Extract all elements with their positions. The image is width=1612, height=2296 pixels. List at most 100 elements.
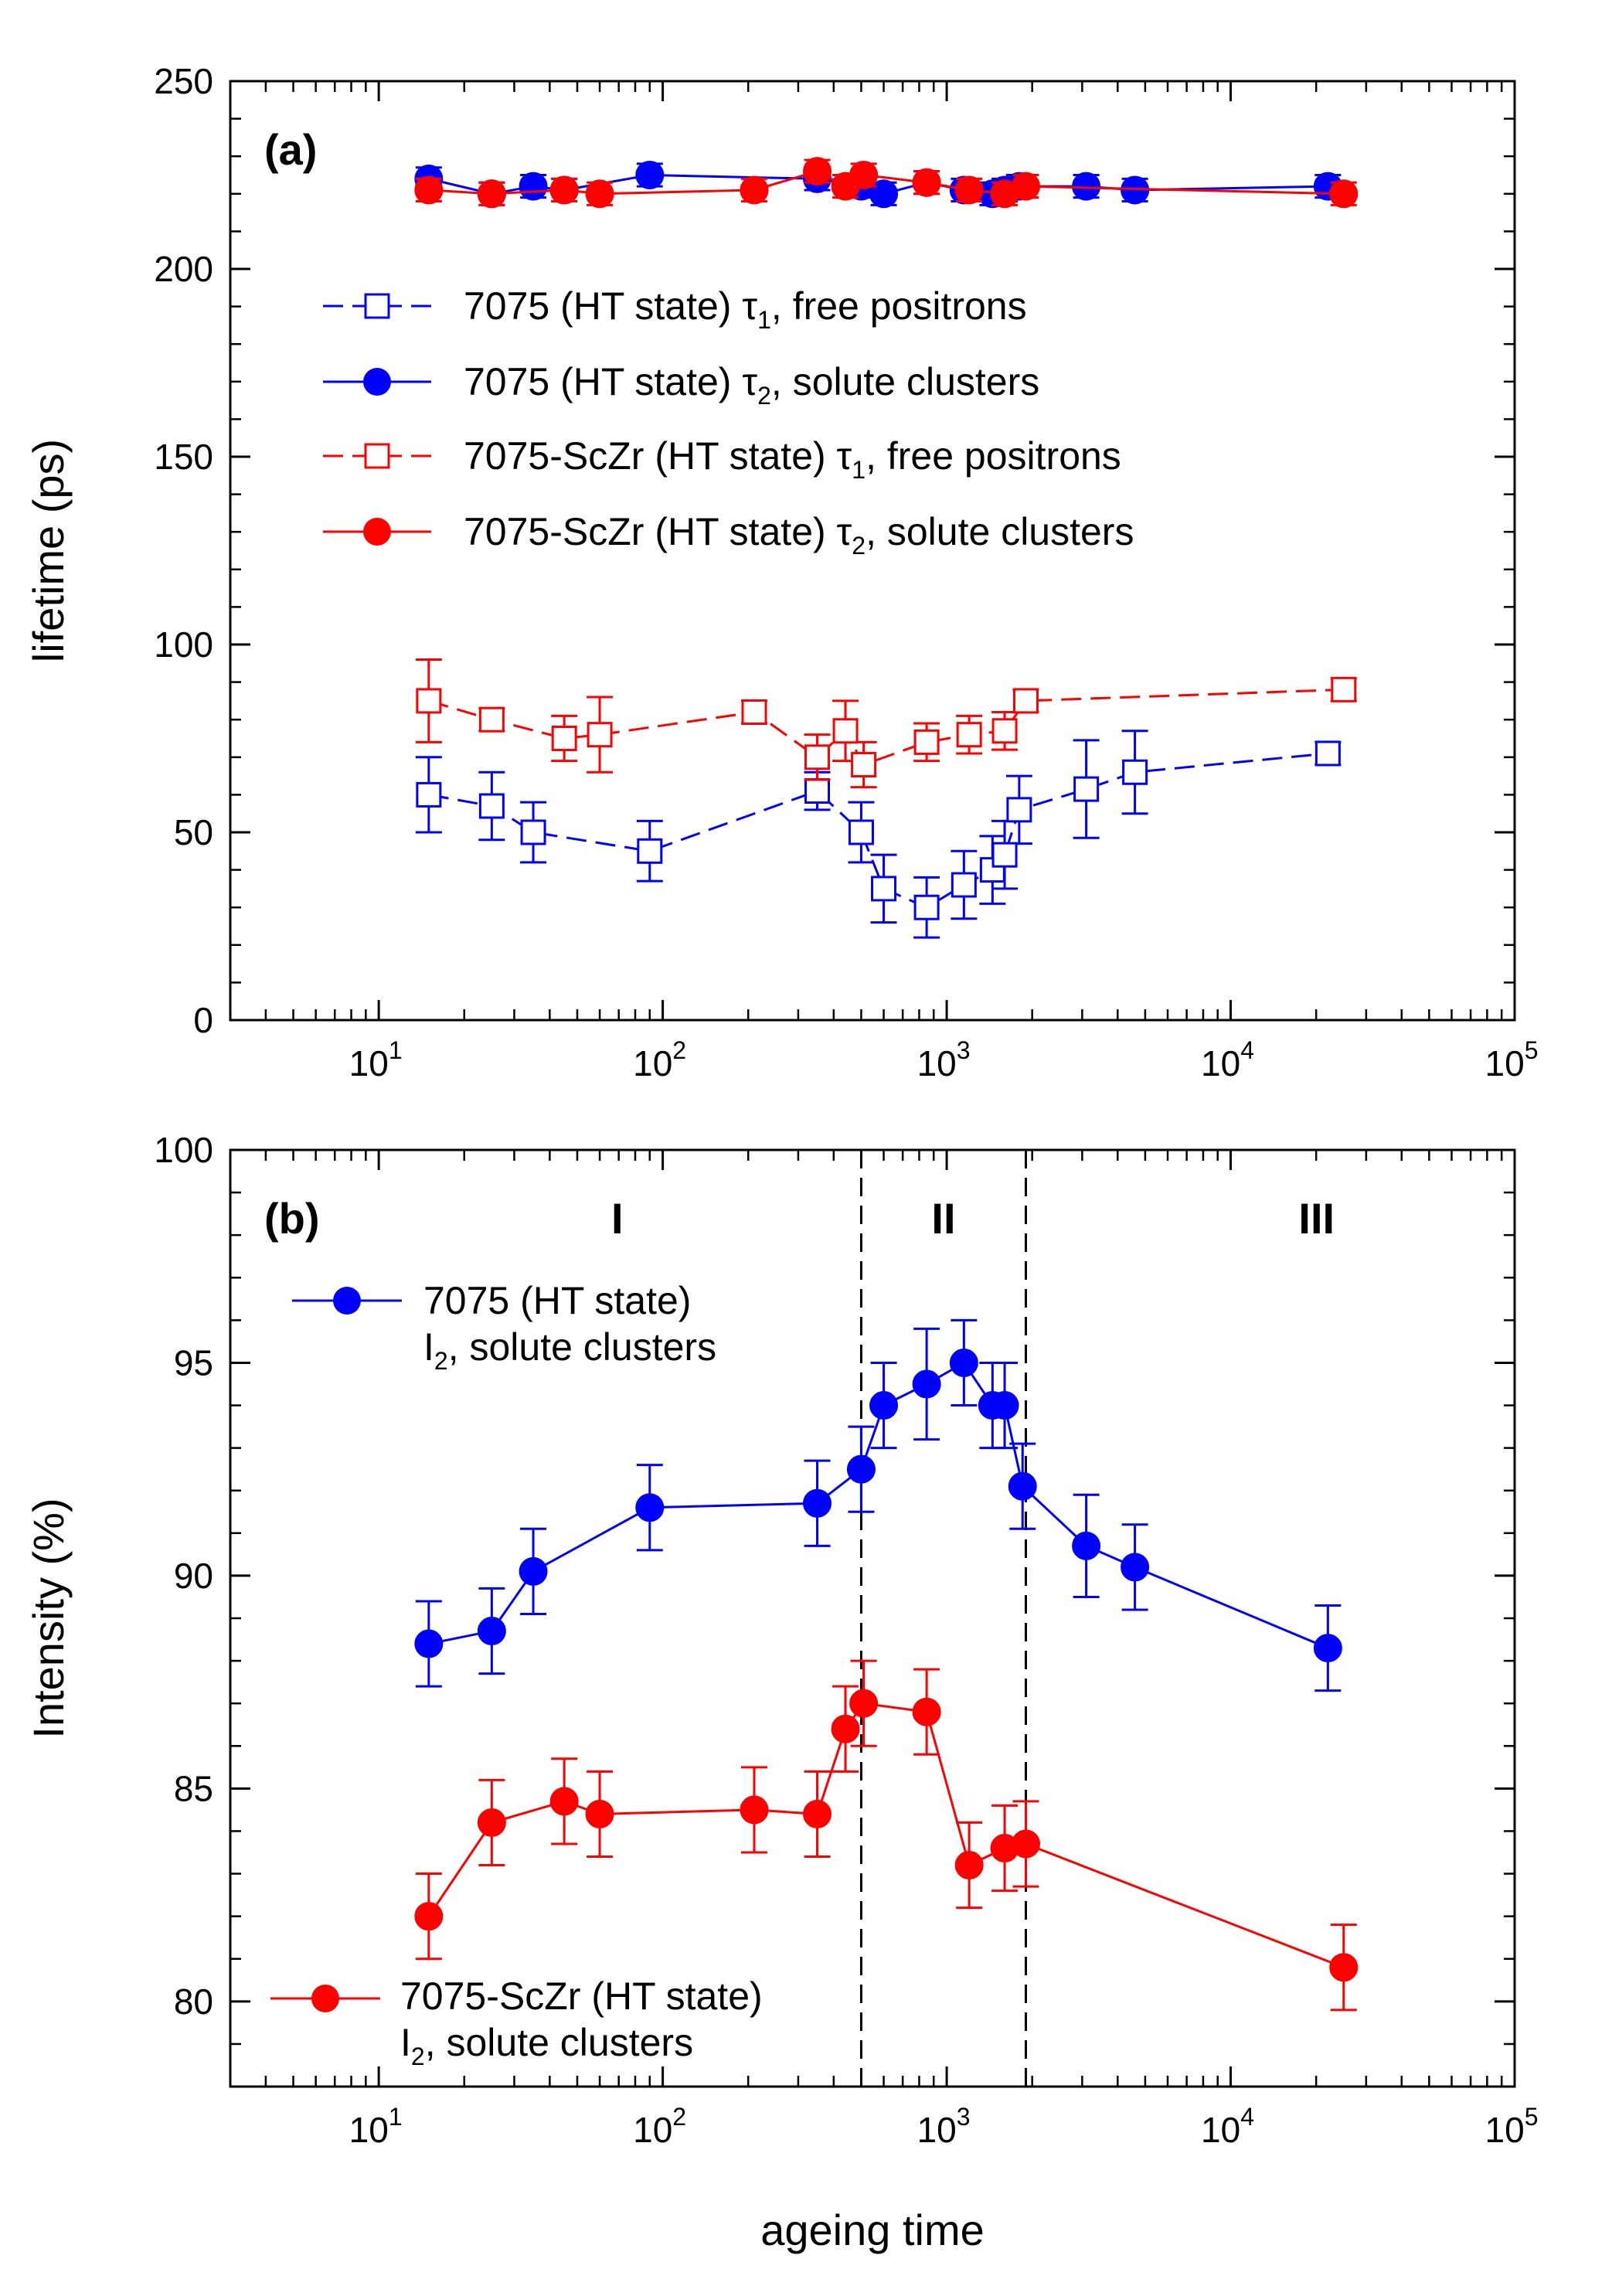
legend-label: 7075-ScZr (HT state) τ1, free positrons [464,434,1121,484]
data-point [804,778,831,804]
data-point [803,1799,832,1828]
legend-marker [364,443,390,469]
data-point [635,161,665,189]
data-point [477,1808,506,1837]
legend-label: 7075-ScZr (HT state) τ2, solute clusters [464,510,1134,560]
data-point [991,842,1018,868]
data-point [831,1714,860,1743]
series-2 [414,1659,1359,2012]
panel-a-frame [229,80,1516,1022]
x-tick-label: 102 [633,2103,686,2150]
data-point [851,752,877,778]
series-1 [415,730,1342,939]
data-point [1073,776,1100,802]
panel-b-y-tick-labels: 80 85 90 95 100 [154,1130,213,2022]
legend-marker [363,518,391,546]
panel-b-minor-ticks [264,1150,1503,2087]
y-tick-label: 250 [154,61,213,101]
data-point [1072,1531,1101,1560]
y-tick-label: 80 [174,1981,213,2022]
legend-label-line2: I2, solute clusters [423,1325,716,1375]
legend-item-4: 7075-ScZr (HT state) τ2, solute clusters [323,510,1134,560]
data-point [990,1391,1019,1420]
panel-a-y-tick-labels: 0 50 100 150 200 250 [154,61,213,1040]
panel-b-region-labels: I II III [611,1194,1335,1243]
data-point [1329,1953,1359,1982]
panel-a-lifetime: 0 50 100 150 200 250 101 102 103 104 105 (a) life… [24,61,1538,1083]
x-tick-label: 101 [349,2103,403,2150]
panel-b-series [414,1318,1359,2012]
data-point [414,1629,444,1658]
y-tick-label: 100 [154,1130,213,1170]
legend-marker [363,368,391,396]
data-point [635,1493,665,1522]
data-point [1313,1634,1342,1663]
y-tick-label: 0 [193,1000,213,1040]
data-point [1121,1553,1150,1582]
data-point [912,1697,941,1726]
data-point [519,1556,548,1586]
data-point [414,1902,444,1931]
panel-b-y-axis-label: Intensity (%) [24,1498,73,1738]
x-tick-label: 105 [1485,1036,1539,1083]
legend-label-line2: I2, solute clusters [400,2021,693,2070]
legend-label-line1: 7075 (HT state) [423,1279,691,1322]
data-point [956,722,982,748]
data-point [849,1689,879,1718]
data-point [954,1851,984,1880]
data-point [991,718,1018,744]
x-tick-label: 104 [1201,2103,1254,2150]
data-point [519,172,548,201]
data-point [551,726,577,751]
data-point [477,179,506,209]
legend-marker [333,1287,361,1315]
x-tick-label: 103 [917,2103,971,2150]
data-point [832,718,859,744]
legend-marker [311,1985,339,2012]
legend-item-1: 7075 (HT state)I2, solute clusters [292,1279,716,1375]
panel-b-region-boundaries [859,1150,1028,2087]
panel-b-intensity: 80 85 90 95 100 101 102 103 104 105 (b) Intensit… [24,1130,1538,2150]
data-point [912,168,941,197]
legend-label: 7075 (HT state) τ2, solute clusters [464,360,1039,410]
panel-b-frame [229,1148,1516,2088]
data-point [1012,1829,1041,1859]
data-point [803,157,832,186]
panel-a-x-tick-labels: 101 102 103 104 105 [349,1036,1539,1083]
data-point [416,781,442,808]
series-4 [414,157,1359,209]
y-tick-label: 90 [174,1556,213,1596]
data-point [1122,759,1148,785]
panel-a-minor-ticks [264,81,1503,1020]
region-label-II: II [931,1194,955,1243]
panel-b-label: (b) [264,1194,320,1243]
data-point [1006,797,1032,823]
y-tick-label: 95 [174,1342,213,1383]
panel-a-legend: 7075 (HT state) τ1, free positrons 7075 (… [323,284,1134,560]
panel-b-legend: 7075 (HT state)I2, solute clusters7075-S… [270,1279,763,2070]
data-point [520,819,546,845]
data-point [637,838,663,864]
data-point [804,744,831,770]
legend-item-2: 7075-ScZr (HT state)I2, solute clusters [270,1975,763,2070]
x-tick-label: 105 [1485,2103,1539,2150]
data-point [954,175,984,205]
region-label-III: III [1298,1194,1335,1243]
y-tick-label: 150 [154,437,213,477]
data-point [414,175,444,205]
data-point [846,1454,876,1484]
data-point [478,793,505,819]
data-point [740,1795,769,1825]
y-tick-label: 50 [174,812,213,852]
panel-b-x-tick-labels: 101 102 103 104 105 [349,2103,1539,2150]
legend-label: 7075 (HT state) τ1, free positrons [464,284,1027,334]
data-point [949,1348,978,1377]
y-tick-label: 85 [174,1768,213,1808]
legend-marker [364,293,390,319]
data-point [913,729,940,755]
series-1 [414,1318,1342,1692]
x-tick-label: 104 [1201,1036,1254,1083]
data-point [549,175,579,205]
data-point [549,1787,579,1816]
